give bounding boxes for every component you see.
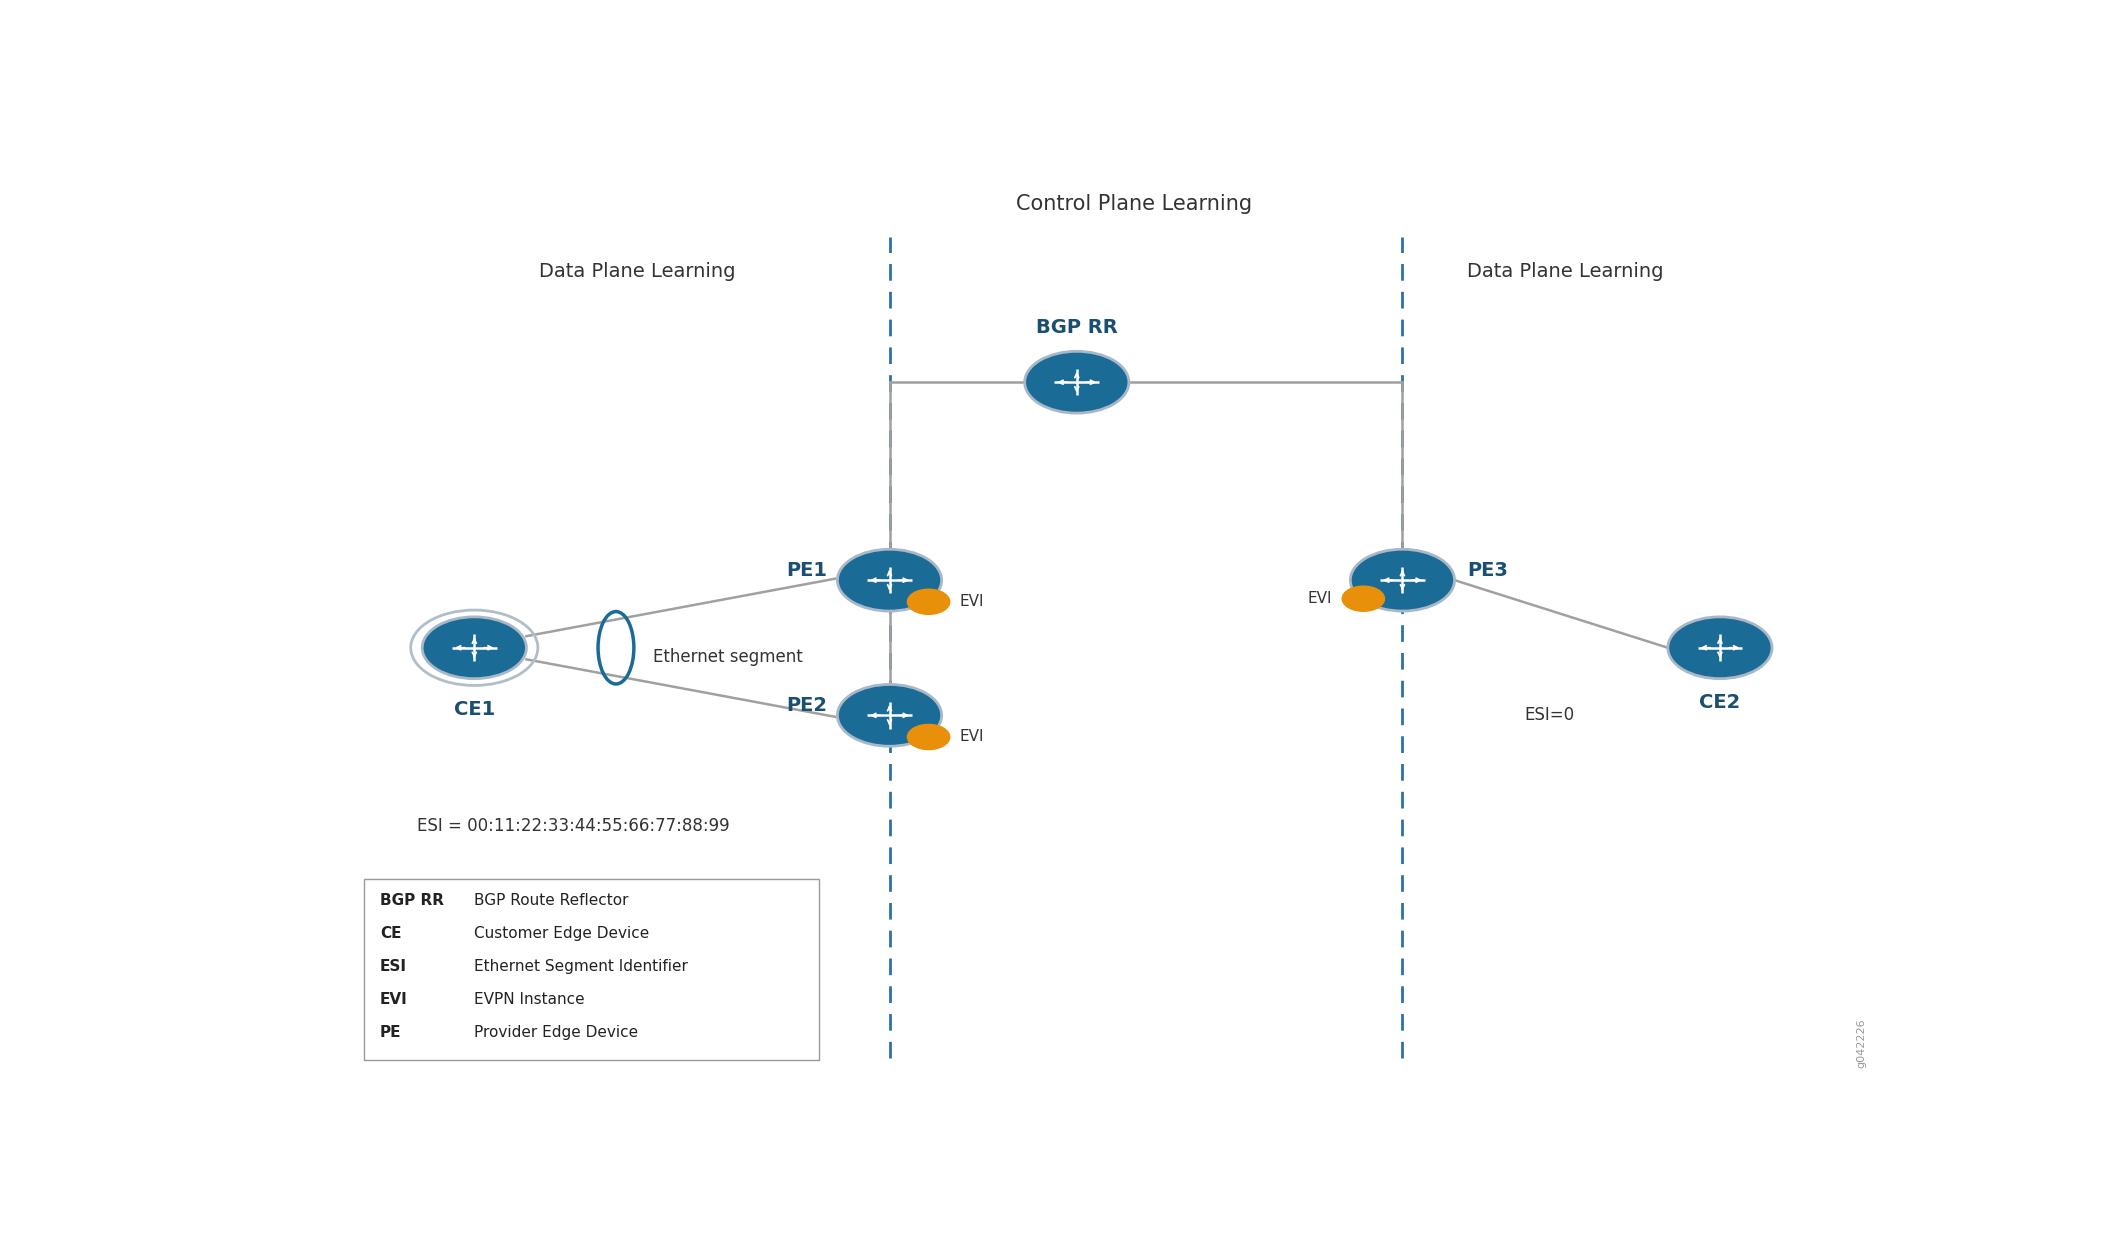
- Text: Control Plane Learning: Control Plane Learning: [1015, 193, 1252, 213]
- Text: CE1: CE1: [454, 700, 496, 719]
- Circle shape: [838, 685, 941, 746]
- Text: BGP RR: BGP RR: [380, 893, 443, 908]
- Text: BGP RR: BGP RR: [1036, 317, 1118, 337]
- Text: EVI: EVI: [960, 594, 983, 609]
- Text: EVI: EVI: [1309, 591, 1332, 606]
- Text: ESI = 00:11:22:33:44:55:66:77:88:99: ESI = 00:11:22:33:44:55:66:77:88:99: [418, 818, 729, 835]
- Text: ESI=0: ESI=0: [1525, 706, 1574, 725]
- Circle shape: [422, 617, 527, 678]
- Text: CE: CE: [380, 925, 401, 940]
- Text: Data Plane Learning: Data Plane Learning: [1466, 262, 1664, 281]
- Circle shape: [1025, 351, 1128, 413]
- Circle shape: [1351, 549, 1454, 611]
- Circle shape: [1343, 586, 1385, 611]
- Circle shape: [838, 549, 941, 611]
- Text: Data Plane Learning: Data Plane Learning: [538, 262, 735, 281]
- Text: Provider Edge Device: Provider Edge Device: [475, 1025, 639, 1040]
- Text: g042226: g042226: [1857, 1018, 1866, 1068]
- FancyBboxPatch shape: [363, 879, 819, 1060]
- Text: BGP Route Reflector: BGP Route Reflector: [475, 893, 628, 908]
- Text: EVPN Instance: EVPN Instance: [475, 992, 584, 1007]
- Text: Ethernet segment: Ethernet segment: [653, 648, 803, 666]
- Text: PE2: PE2: [786, 696, 828, 715]
- Circle shape: [908, 725, 950, 750]
- Text: PE: PE: [380, 1025, 401, 1040]
- Text: EVI: EVI: [960, 730, 983, 745]
- Circle shape: [1668, 617, 1771, 678]
- Text: Ethernet Segment Identifier: Ethernet Segment Identifier: [475, 959, 689, 974]
- Text: EVI: EVI: [380, 992, 408, 1007]
- Circle shape: [908, 589, 950, 614]
- Text: CE2: CE2: [1700, 693, 1740, 712]
- Text: PE1: PE1: [786, 561, 828, 581]
- Text: Customer Edge Device: Customer Edge Device: [475, 925, 649, 940]
- Text: PE3: PE3: [1466, 561, 1509, 581]
- Text: ESI: ESI: [380, 959, 408, 974]
